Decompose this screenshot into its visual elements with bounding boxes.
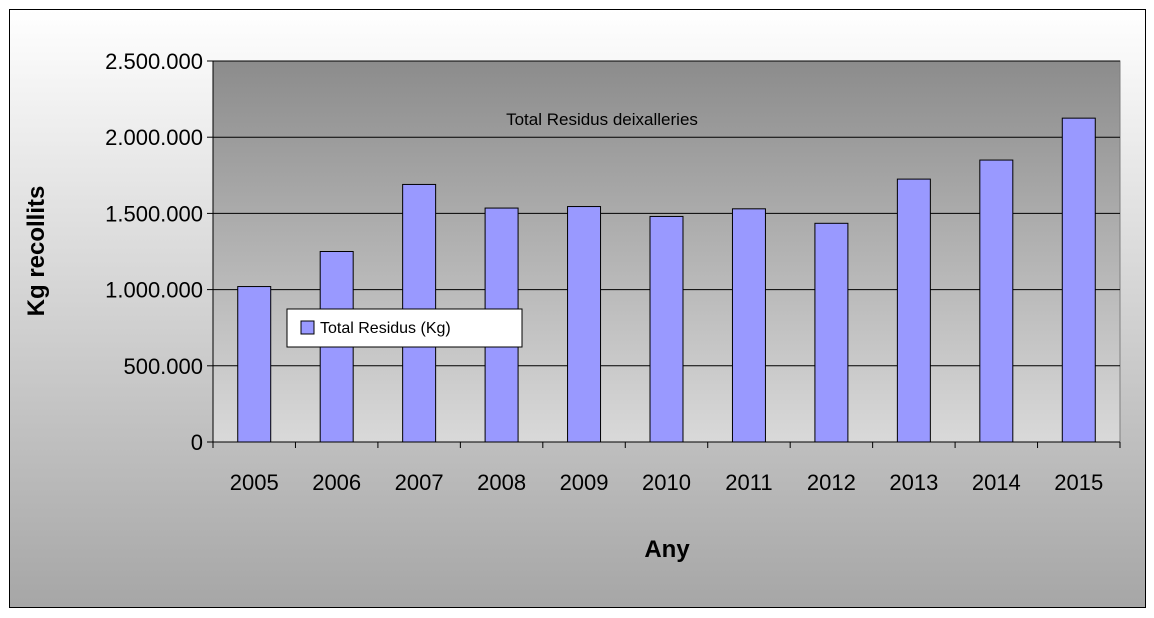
x-tick-label: 2012 — [807, 470, 856, 495]
legend: Total Residus (Kg) — [286, 308, 523, 348]
x-tick-label: 2009 — [560, 470, 609, 495]
bar-2005 — [237, 286, 272, 443]
x-tick-label: 2005 — [230, 470, 279, 495]
x-tick-label: 2008 — [477, 470, 526, 495]
chart-title: Total Residus deixalleries — [506, 110, 698, 129]
y-tick-label: 2.000.000 — [105, 125, 203, 150]
legend-swatch — [300, 320, 315, 335]
x-tick-label: 2006 — [312, 470, 361, 495]
x-tick-label: 2013 — [889, 470, 938, 495]
y-axis-title: Kg recollits — [23, 186, 50, 317]
bars — [237, 117, 1096, 443]
y-tick-label: 2.500.000 — [105, 49, 203, 74]
x-tick-label: 2007 — [395, 470, 444, 495]
bar-2014 — [979, 159, 1014, 443]
x-tick-label: 2015 — [1054, 470, 1103, 495]
bar-2013 — [896, 178, 931, 443]
y-tick-label: 0 — [191, 430, 203, 455]
legend-box — [286, 308, 523, 348]
bar-2012 — [814, 222, 849, 443]
x-tick-label: 2011 — [725, 470, 772, 495]
x-tick-label: 2014 — [972, 470, 1021, 495]
bar-2009 — [567, 206, 602, 443]
y-tick-label: 1.500.000 — [105, 201, 203, 226]
bar-2011 — [731, 208, 766, 443]
legend-label: Total Residus (Kg) — [320, 320, 451, 337]
y-axis: 0 500.000 1.000.000 1.500.000 2.000.000 2.500… — [105, 49, 214, 455]
y-tick-label: 500.000 — [123, 354, 203, 379]
bar-2010 — [649, 215, 684, 443]
y-tick-label: 1.000.000 — [105, 278, 203, 303]
bar-2015 — [1061, 117, 1096, 443]
x-tick-label: 2010 — [642, 470, 691, 495]
x-axis-title: Any — [644, 536, 690, 563]
